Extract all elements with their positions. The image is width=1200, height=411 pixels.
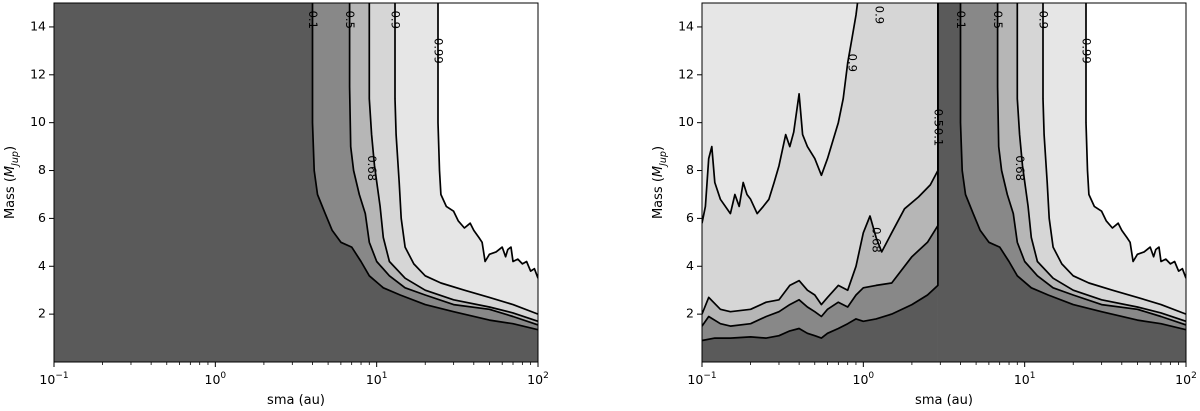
x-tick-label: 101 (366, 371, 388, 387)
region-band-0.1 (54, 3, 538, 362)
contour-label: 0.1 (954, 11, 968, 29)
y-tick-label: 10 (30, 114, 46, 129)
contour-line-0.99 (1085, 3, 1186, 279)
contour-label: 0.5 (343, 11, 357, 29)
region-dark-wall (937, 3, 1186, 362)
contour-line-0.68 (1016, 3, 1186, 323)
y-tick-label: 2 (38, 306, 46, 321)
plot-frame (701, 2, 1187, 363)
contour-label: 0.5 (991, 11, 1005, 29)
contour-label: 0.99 (1080, 38, 1094, 64)
x-axis-label: sma (au) (267, 393, 325, 408)
contour-label: 0.9 (389, 11, 403, 29)
region-left-band-0.1 (702, 3, 938, 362)
y-axis-label: Mass (MJup) (651, 146, 669, 219)
x-tick-label: 100 (205, 371, 227, 387)
contour-label: 0.5 (931, 109, 945, 127)
y-axis-label: Mass (MJup) (3, 146, 21, 219)
contour-label: 0.9 (1037, 11, 1051, 29)
y-tick-label: 10 (678, 114, 694, 129)
x-tick-label: 100 (853, 371, 875, 387)
y-tick-label: 8 (686, 162, 694, 177)
contour-line-0.68 (368, 3, 538, 323)
y-tick-label: 14 (30, 18, 46, 33)
plot-frame (53, 2, 539, 363)
x-tick-label: 102 (1175, 371, 1197, 387)
contour-label: 0.1 (306, 11, 320, 29)
contour-label: 0.9 (872, 6, 886, 24)
right-panel: 0.90.90.50.10.680.1 0.5 0.90.990.682468101… (651, 2, 1197, 408)
contour-label: 0.68 (1013, 155, 1027, 181)
contour-line-0.68 (702, 3, 939, 315)
region-left-band-0.68 (702, 3, 938, 362)
contour-line-0.1 (959, 3, 1186, 331)
contour-line-0.5 (702, 3, 939, 327)
contour-line-0.1 (702, 3, 939, 342)
y-tick-label: 2 (686, 306, 694, 321)
x-axis-label: sma (au) (915, 393, 973, 408)
contour-line-0.9 (702, 3, 859, 224)
y-tick-label: 4 (686, 258, 694, 273)
contour-line-0.9 (394, 3, 538, 315)
x-tick-label: 101 (1014, 371, 1036, 387)
contour-label: 0.68 (365, 155, 379, 181)
y-tick-label: 12 (678, 66, 694, 81)
y-tick-label: 6 (38, 210, 46, 225)
y-tick-label: 12 (30, 66, 46, 81)
contour-line-0.5 (996, 3, 1186, 326)
contour-line-0.1 (311, 3, 538, 331)
contour-line-0.9 (1042, 3, 1186, 315)
y-tick-label: 6 (686, 210, 694, 225)
contour-line-0.5 (348, 3, 538, 326)
contour-label: 0.9 (845, 54, 859, 72)
x-tick-label: 102 (527, 371, 549, 387)
contour-label: 0.99 (432, 38, 446, 64)
x-tick-label: 10−1 (687, 371, 716, 387)
contour-label: 0.1 (931, 128, 945, 146)
left-panel: 0.1 0.5 0.9 0.99 0.68 2 4 6 8 10 12 14 10−1 100 101 102… (3, 2, 549, 408)
y-tick-label: 8 (38, 162, 46, 177)
y-tick-label: 4 (38, 258, 46, 273)
contour-line-0.99 (437, 3, 538, 279)
y-tick-label: 14 (678, 18, 694, 33)
x-tick-label: 10−1 (39, 371, 68, 387)
contour-label: 0.68 (870, 227, 884, 253)
